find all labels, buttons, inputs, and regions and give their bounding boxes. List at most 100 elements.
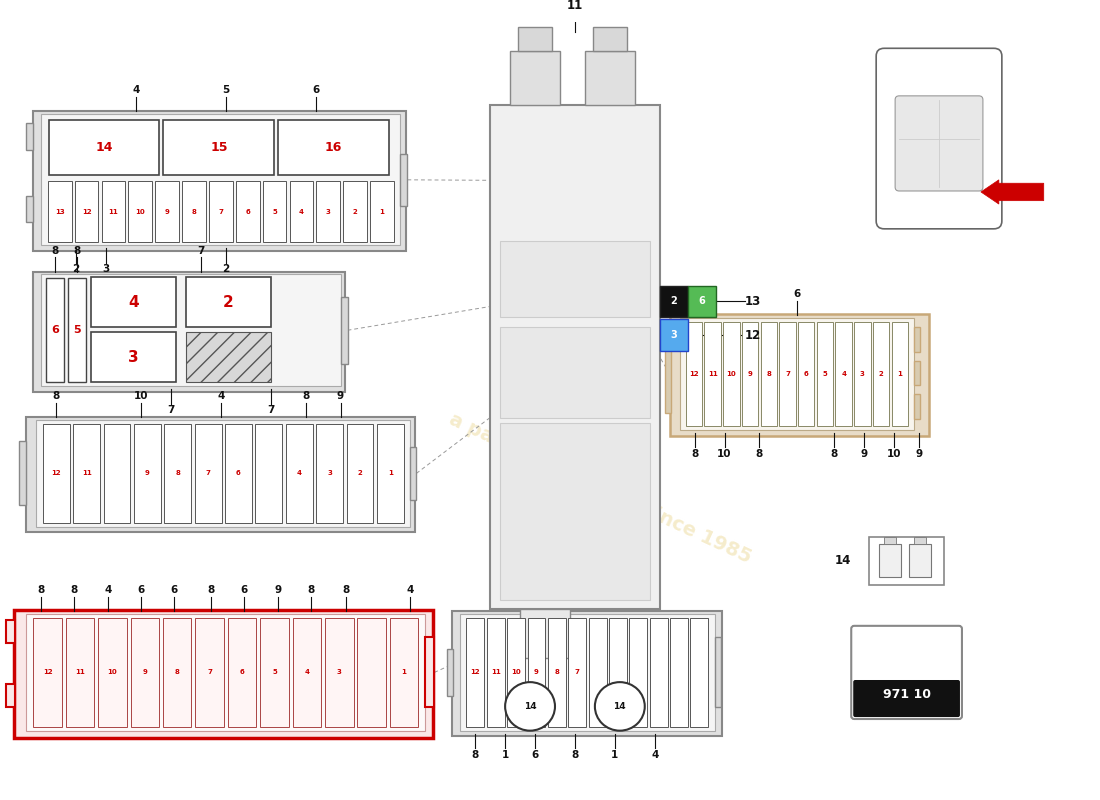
Bar <box>760 322 777 426</box>
Bar <box>835 322 851 426</box>
Bar <box>400 154 407 206</box>
Text: 8: 8 <box>175 670 179 675</box>
Bar <box>660 286 688 317</box>
Text: 3: 3 <box>327 470 332 477</box>
Text: 8: 8 <box>472 750 478 759</box>
Bar <box>20 442 26 506</box>
Bar <box>91 278 176 327</box>
Bar <box>33 618 62 726</box>
Bar <box>278 119 389 174</box>
Bar <box>741 322 758 426</box>
Text: 4: 4 <box>217 391 224 401</box>
FancyBboxPatch shape <box>854 680 960 717</box>
Text: 11: 11 <box>75 670 85 675</box>
Text: 5: 5 <box>272 670 277 675</box>
Bar <box>134 424 161 523</box>
Bar <box>33 111 406 251</box>
Text: 3: 3 <box>102 264 110 274</box>
Text: 6: 6 <box>240 670 244 675</box>
Bar <box>317 181 340 242</box>
Text: 5: 5 <box>272 209 277 214</box>
Text: 7: 7 <box>267 405 274 415</box>
Bar <box>48 181 72 242</box>
Bar <box>914 327 920 352</box>
Bar <box>715 638 720 707</box>
Text: 8: 8 <box>37 586 45 595</box>
FancyBboxPatch shape <box>895 96 983 191</box>
Bar <box>155 181 179 242</box>
Text: 8: 8 <box>830 449 838 458</box>
Bar <box>593 27 627 51</box>
Bar <box>891 322 908 426</box>
Bar <box>460 614 715 730</box>
Text: 11: 11 <box>707 371 717 377</box>
Bar <box>14 610 433 738</box>
Text: 8: 8 <box>70 586 78 595</box>
Text: 12: 12 <box>745 329 761 342</box>
Bar <box>183 181 206 242</box>
Text: 5: 5 <box>222 86 230 95</box>
Text: 9: 9 <box>915 449 923 458</box>
Bar <box>518 27 552 51</box>
Text: 6: 6 <box>138 586 145 595</box>
Bar <box>660 319 688 350</box>
Bar <box>228 618 256 726</box>
Text: 12: 12 <box>471 670 481 675</box>
Text: 1: 1 <box>379 209 384 214</box>
Text: 9: 9 <box>748 371 752 377</box>
Text: 9: 9 <box>145 470 150 477</box>
Text: 5: 5 <box>74 326 81 335</box>
Text: 8: 8 <box>52 246 59 255</box>
Text: 10: 10 <box>135 209 145 214</box>
Bar <box>186 278 271 327</box>
Text: 8: 8 <box>207 586 215 595</box>
Text: 6: 6 <box>52 326 59 335</box>
Bar <box>209 181 232 242</box>
Text: 6: 6 <box>170 586 177 595</box>
Text: 3: 3 <box>670 330 678 340</box>
Bar <box>884 537 896 544</box>
Text: 2: 2 <box>670 296 678 306</box>
Bar <box>235 181 260 242</box>
Bar <box>664 335 671 413</box>
Bar <box>491 105 660 610</box>
Bar <box>186 332 271 382</box>
Bar <box>466 618 484 726</box>
Bar <box>358 618 386 726</box>
Text: 8: 8 <box>175 470 180 477</box>
Text: a passion for parts since 1985: a passion for parts since 1985 <box>446 410 755 566</box>
Text: 4: 4 <box>297 470 301 477</box>
Text: 1: 1 <box>612 750 618 759</box>
Text: 9: 9 <box>535 670 539 675</box>
Bar <box>343 181 367 242</box>
Circle shape <box>505 682 556 730</box>
Text: 6: 6 <box>236 470 241 477</box>
Text: 4: 4 <box>842 371 846 377</box>
Text: 1: 1 <box>898 371 902 377</box>
Bar <box>520 610 570 658</box>
Bar <box>263 181 286 242</box>
Text: 1: 1 <box>502 750 508 759</box>
Text: 10: 10 <box>134 391 148 401</box>
Bar <box>448 649 453 696</box>
Text: 8: 8 <box>691 449 698 458</box>
Text: 3: 3 <box>129 350 139 365</box>
Text: 4: 4 <box>299 209 304 214</box>
Text: 5: 5 <box>823 371 827 377</box>
Bar <box>255 424 283 523</box>
Bar <box>226 424 252 523</box>
Bar <box>688 286 716 317</box>
Bar <box>779 322 795 426</box>
Bar <box>346 424 373 523</box>
Bar <box>293 618 321 726</box>
Text: 14: 14 <box>524 702 537 711</box>
Bar <box>36 420 410 527</box>
Text: 2: 2 <box>222 264 230 274</box>
Bar <box>500 326 650 418</box>
Text: 4: 4 <box>305 670 309 675</box>
Bar <box>163 618 191 726</box>
Bar <box>75 181 98 242</box>
Bar <box>46 278 64 382</box>
Text: 13: 13 <box>55 209 65 214</box>
Bar <box>500 241 650 317</box>
